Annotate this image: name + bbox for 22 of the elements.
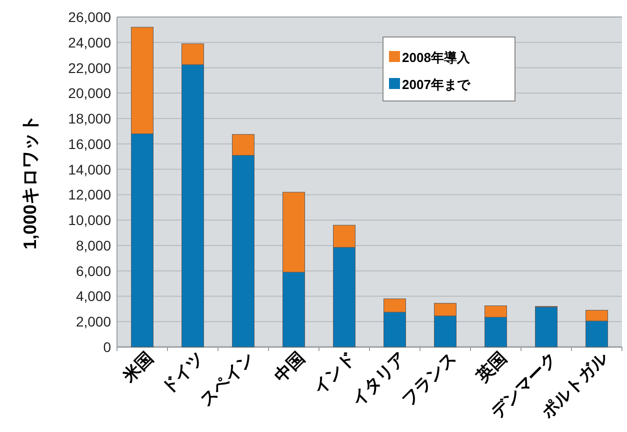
x-tick-label: 中国 [271, 348, 309, 386]
y-tick-label: 10,000 [68, 212, 112, 228]
y-tick-label: 0 [103, 339, 112, 355]
legend-label: 2008年導入 [402, 50, 471, 65]
y-tick-label: 22,000 [68, 60, 112, 76]
y-tick-label: 26,000 [68, 9, 112, 25]
legend-label: 2007年まで [402, 77, 471, 92]
y-tick-label: 16,000 [68, 136, 112, 152]
y-tick-label: 14,000 [68, 161, 112, 178]
x-tick-label: 米国 [118, 348, 158, 387]
y-axis-title: 1,000キロワット [20, 114, 40, 250]
y-tick-label: 24,000 [68, 34, 112, 50]
y-tick-label: 12,000 [68, 186, 112, 203]
y-tick-label: 18,000 [68, 110, 112, 127]
x-tick-label: フランス [398, 348, 460, 410]
y-tick-label: 8,000 [76, 237, 112, 254]
bar [535, 306, 558, 348]
y-tick-label: 2,000 [76, 314, 112, 330]
x-tick-label: 英国 [472, 348, 511, 387]
y-tick-label: 6,000 [76, 262, 112, 279]
y-tick-label: 20,000 [68, 85, 112, 102]
y-tick-label: 4,000 [76, 288, 112, 304]
